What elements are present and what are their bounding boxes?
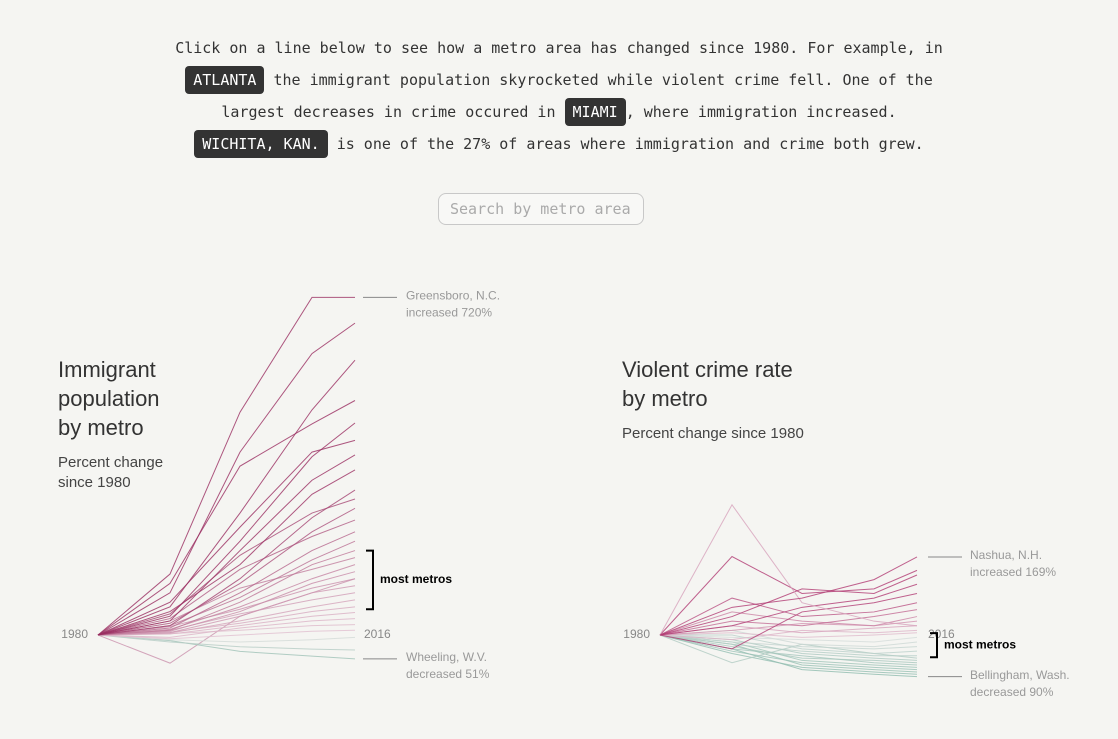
metro-line[interactable] (659, 556, 918, 636)
intro-text: Click on a line below to see how a metro… (175, 39, 943, 57)
metro-line[interactable] (97, 322, 356, 636)
search-box[interactable]: Search by metro area (438, 193, 644, 225)
annotation: Bellingham, Wash. (970, 668, 1070, 682)
metro-line[interactable] (97, 422, 356, 636)
chart-title: population (58, 386, 160, 411)
chart-title: by metro (58, 415, 144, 440)
chart-subtitle: since 1980 (58, 474, 131, 491)
metro-line[interactable] (97, 611, 356, 636)
metro-line[interactable] (659, 634, 918, 671)
metro-line[interactable] (97, 634, 356, 660)
metro-line[interactable] (97, 571, 356, 636)
chart-subtitle: Percent change since 1980 (622, 425, 804, 442)
chart-title: Immigrant (58, 357, 156, 382)
metro-line[interactable] (97, 469, 356, 636)
metro-line[interactable] (97, 578, 356, 636)
metro-line[interactable] (97, 507, 356, 636)
intro: Click on a line below to see how a metro… (0, 32, 1118, 160)
metro-line[interactable] (97, 519, 356, 636)
metro-line[interactable] (97, 634, 356, 651)
annotation: Greensboro, N.C. (406, 288, 500, 302)
metro-line[interactable] (660, 634, 918, 654)
intro-text: largest decreases in crime occured in (221, 103, 565, 121)
metro-line[interactable] (659, 634, 918, 675)
chart-subtitle: Percent change (58, 454, 163, 471)
metro-line[interactable] (659, 503, 918, 636)
metro-line[interactable] (97, 564, 356, 636)
end-label: 2016 (364, 627, 391, 641)
start-label: 1980 (61, 627, 88, 641)
metro-line[interactable] (659, 632, 918, 638)
intro-line: Click on a line below to see how a metro… (0, 32, 1118, 64)
bracket (930, 632, 938, 659)
metro-line[interactable] (659, 620, 918, 636)
metro-line[interactable] (97, 498, 356, 636)
annotation: decreased 51% (406, 667, 490, 681)
metro-tag[interactable]: MIAMI (564, 98, 626, 126)
metro-line[interactable] (97, 585, 356, 636)
metro-line[interactable] (659, 634, 918, 643)
metro-tag[interactable]: ATLANTA (185, 66, 265, 94)
metro-line[interactable] (659, 583, 918, 636)
most-metros-label: most metros (380, 572, 452, 586)
metro-line[interactable] (659, 629, 918, 641)
metro-line[interactable] (97, 550, 356, 636)
annotation: decreased 90% (970, 685, 1054, 699)
metro-line[interactable] (659, 634, 918, 650)
metro-line[interactable] (97, 618, 356, 638)
metro-tag[interactable]: WICHITA, KAN. (194, 130, 328, 158)
most-metros-label: most metros (944, 637, 1016, 651)
chart-title: by metro (622, 386, 708, 411)
metro-line[interactable] (659, 574, 918, 636)
metro-line[interactable] (659, 597, 918, 636)
intro-line: WICHITA, KAN. is one of the 27% of areas… (0, 128, 1118, 160)
start-label: 1980 (623, 627, 650, 641)
metro-line[interactable] (97, 634, 356, 643)
metro-line[interactable] (659, 609, 918, 636)
metro-line[interactable] (659, 634, 917, 657)
metro-line[interactable] (659, 592, 918, 650)
end-label: 2016 (928, 627, 955, 641)
intro-text: , where immigration increased. (625, 103, 897, 121)
annotation: increased 720% (406, 305, 492, 319)
metro-line[interactable] (97, 359, 356, 636)
metro-line[interactable] (659, 555, 918, 636)
annotation: Nashua, N.H. (970, 548, 1042, 562)
metro-line[interactable] (97, 454, 356, 636)
annotation: increased 169% (970, 565, 1056, 579)
metro-line[interactable] (97, 296, 355, 636)
metro-line[interactable] (659, 634, 918, 664)
chart-title: Violent crime rate (622, 357, 793, 382)
intro-text: the immigrant population skyrocketed whi… (264, 71, 933, 89)
metro-line[interactable] (97, 629, 356, 640)
bracket (366, 549, 374, 611)
intro-text: is one of the 27% of areas where immigra… (327, 135, 924, 153)
intro-line: ATLANTA the immigrant population skyrock… (0, 64, 1118, 96)
intro-line: largest decreases in crime occured in MI… (0, 96, 1118, 128)
metro-line[interactable] (97, 489, 356, 636)
metro-line[interactable] (97, 400, 356, 636)
metro-line[interactable] (97, 439, 356, 636)
annotation: Wheeling, W.V. (406, 650, 487, 664)
metro-line[interactable] (97, 531, 356, 636)
